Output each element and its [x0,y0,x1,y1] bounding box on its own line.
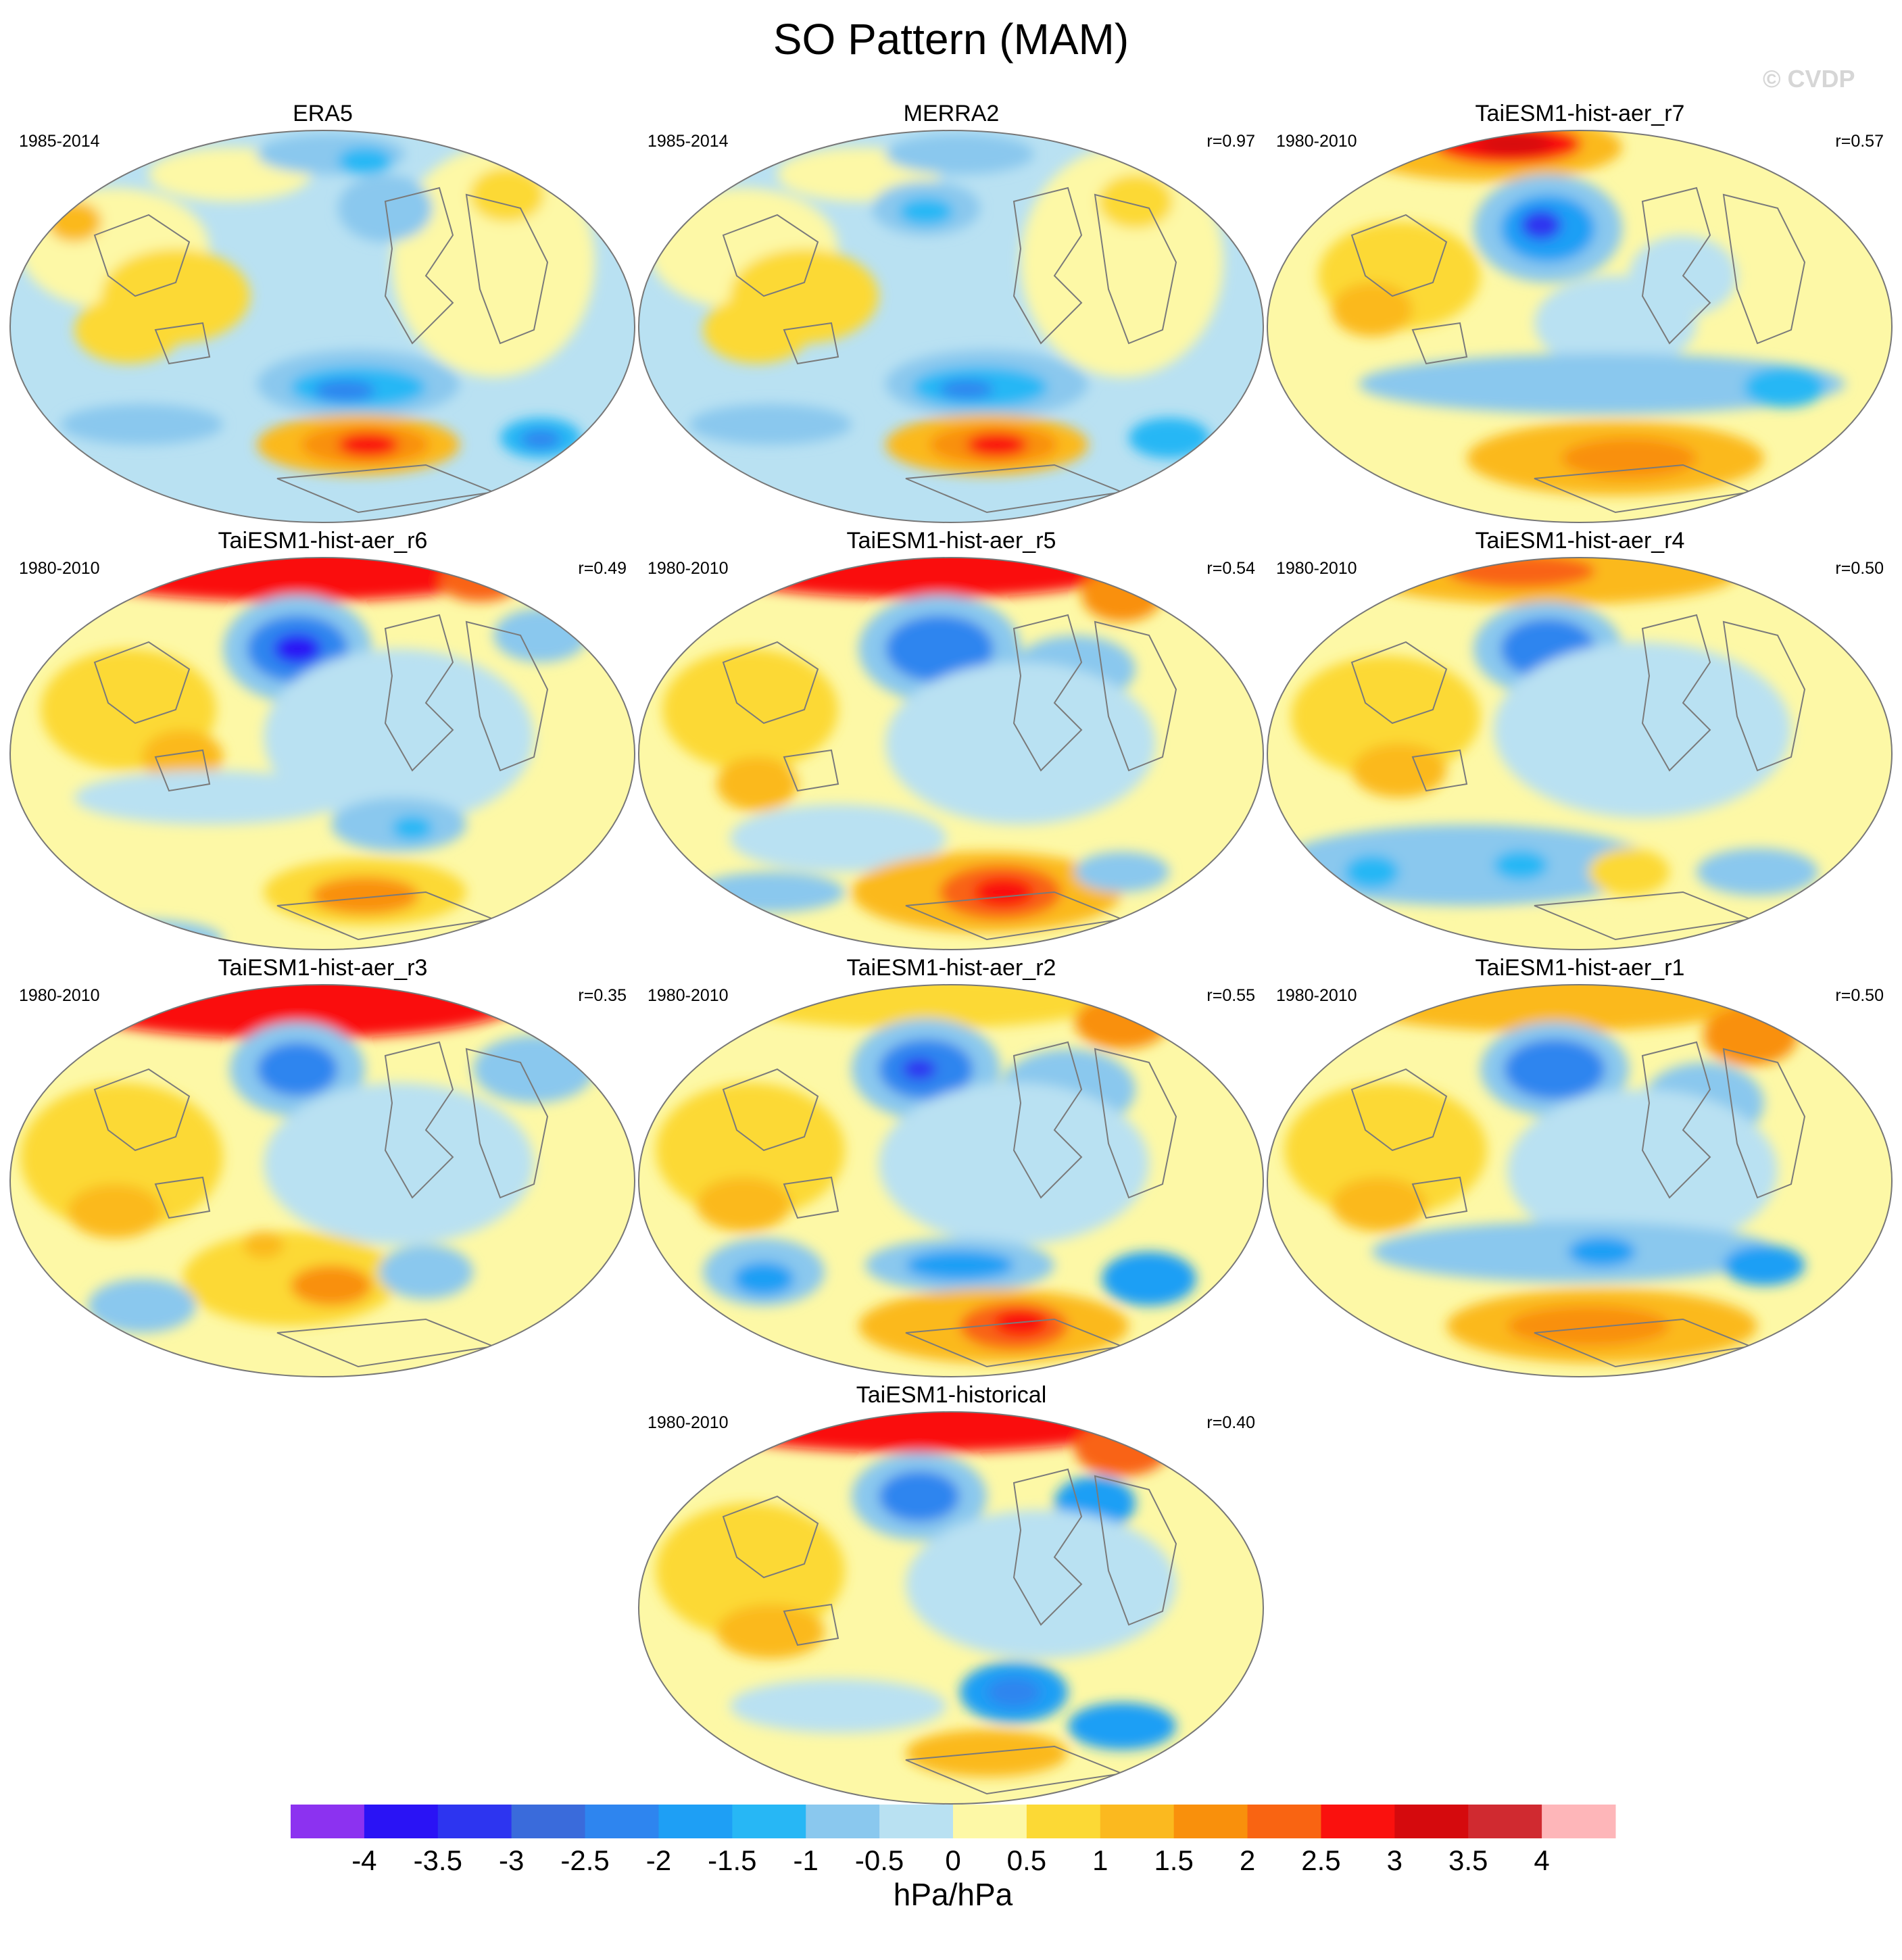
colorbar-tick-label: -3.5 [413,1844,462,1876]
panel-title: TaiESM1-hist-aer_r1 [1475,955,1685,981]
globe-map [638,557,1264,950]
colorbar-tick-label: 2.5 [1301,1844,1341,1876]
colorbar-swatch [806,1805,880,1838]
colorbar-tick-label: 0.5 [1006,1844,1047,1876]
panel-correlation: r=0.50 [1835,559,1884,578]
panel-period: 1985-2014 [19,132,100,151]
colorbar-swatch [732,1805,806,1838]
panel-title: ERA5 [293,101,353,126]
panel-period: 1985-2014 [648,132,729,151]
map-panel-hist-aer-r2: TaiESM1-hist-aer_r2 1980-2010 r=0.55 [635,954,1267,1380]
panel-correlation: r=0.40 [1206,1413,1255,1432]
colorbar-ticks: -4 -3.5 -3 -2.5 -2 -1.5 -1 -0.5 0 0.5 1 1.5 2 2.5 3 3.5… [291,1844,1615,1878]
panel-title: TaiESM1-hist-aer_r3 [218,955,428,981]
colorbar-swatch [1468,1805,1542,1838]
panel-period: 1980-2010 [1276,986,1357,1005]
globe-map [638,984,1264,1377]
map-panel-hist-aer-r5: TaiESM1-hist-aer_r5 1980-2010 r=0.54 [635,527,1267,953]
colorbar-swatch [1026,1805,1101,1838]
colorbar-swatch [1173,1805,1248,1838]
colorbar-swatches [291,1805,1616,1838]
panel-title: TaiESM1-historical [856,1382,1047,1408]
globe-map [9,984,635,1377]
colorbar-tick-label: 0 [945,1844,961,1876]
panel-title: TaiESM1-hist-aer_r5 [846,528,1056,554]
map-panel-hist-aer-r1: TaiESM1-hist-aer_r1 1980-2010 r=0.50 [1264,954,1896,1380]
colorbar-swatch [1394,1805,1469,1838]
colorbar-tick-label: 2 [1239,1844,1256,1876]
panel-correlation: r=0.50 [1835,986,1884,1005]
panel-correlation: r=0.55 [1206,986,1255,1005]
colorbar-swatch [585,1805,659,1838]
colorbar-tick-label: -1.5 [708,1844,757,1876]
colorbar-tick-label: -1 [793,1844,819,1876]
panel-correlation: r=0.35 [578,986,627,1005]
colorbar-swatch [437,1805,512,1838]
panel-correlation: r=0.57 [1835,132,1884,151]
colorbar-tick-label: -4 [351,1844,377,1876]
map-panel-hist-aer-r6: TaiESM1-hist-aer_r6 1980-2010 r=0.49 [7,527,639,953]
colorbar-swatch [879,1805,954,1838]
colorbar-tick-label: -2 [645,1844,672,1876]
colorbar-swatch [953,1805,1027,1838]
panel-title: MERRA2 [903,101,1000,126]
panel-period: 1980-2010 [1276,132,1357,151]
panel-period: 1980-2010 [648,986,729,1005]
colorbar-tick-label: -3 [498,1844,525,1876]
panel-title: TaiESM1-hist-aer_r6 [218,528,428,554]
colorbar-swatch [364,1805,439,1838]
colorbar-swatch [1542,1805,1616,1838]
figure-title: SO Pattern (MAM) [773,15,1129,64]
colorbar-tick-label: 1 [1092,1844,1108,1876]
colorbar-swatch [658,1805,733,1838]
map-panel-hist-aer-r4: TaiESM1-hist-aer_r4 1980-2010 r=0.50 [1264,527,1896,953]
colorbar-units: hPa/hPa [893,1877,1013,1912]
globe-map [638,1411,1264,1805]
map-panel-era5: ERA5 1985-2014 [7,100,639,526]
colorbar-swatch [511,1805,586,1838]
globe-map [9,130,635,523]
colorbar-tick-label: 3 [1386,1844,1403,1876]
colorbar-swatch [1247,1805,1321,1838]
colorbar-tick-label: -0.5 [854,1844,904,1876]
colorbar: -4 -3.5 -3 -2.5 -2 -1.5 -1 -0.5 0 0.5 1 1.5 2 2.5 3 3.5… [291,1805,1616,1912]
panel-title: TaiESM1-hist-aer_r7 [1475,101,1685,126]
map-panel-historical: TaiESM1-historical 1980-2010 r=0.40 [635,1381,1267,1807]
colorbar-swatch [1100,1805,1175,1838]
colorbar-tick-label: -2.5 [560,1844,610,1876]
panel-title: TaiESM1-hist-aer_r2 [846,955,1056,981]
globe-map [1267,984,1893,1377]
globe-map [638,130,1264,523]
panel-period: 1980-2010 [19,986,100,1005]
panel-period: 1980-2010 [19,559,100,578]
panel-correlation: r=0.49 [578,559,627,578]
panel-correlation: r=0.97 [1206,132,1255,151]
panel-title: TaiESM1-hist-aer_r4 [1475,528,1685,554]
map-panel-merra2: MERRA2 1985-2014 r=0.97 [635,100,1267,526]
panel-period: 1980-2010 [648,1413,729,1432]
panel-correlation: r=0.54 [1206,559,1255,578]
panel-period: 1980-2010 [648,559,729,578]
colorbar-tick-label: 3.5 [1448,1844,1488,1876]
colorbar-tick-label: 1.5 [1154,1844,1194,1876]
globe-map [1267,130,1893,523]
globe-map [1267,557,1893,950]
map-panel-hist-aer-r7: TaiESM1-hist-aer_r7 1980-2010 r=0.57 [1264,100,1896,526]
colorbar-tick-label: 4 [1534,1844,1550,1876]
map-panel-hist-aer-r3: TaiESM1-hist-aer_r3 1980-2010 r=0.35 [7,954,639,1380]
colorbar-swatch [1321,1805,1395,1838]
watermark-text: © CVDP [1763,65,1855,93]
panel-period: 1980-2010 [1276,559,1357,578]
colorbar-swatch [291,1805,365,1838]
globe-map [9,557,635,950]
